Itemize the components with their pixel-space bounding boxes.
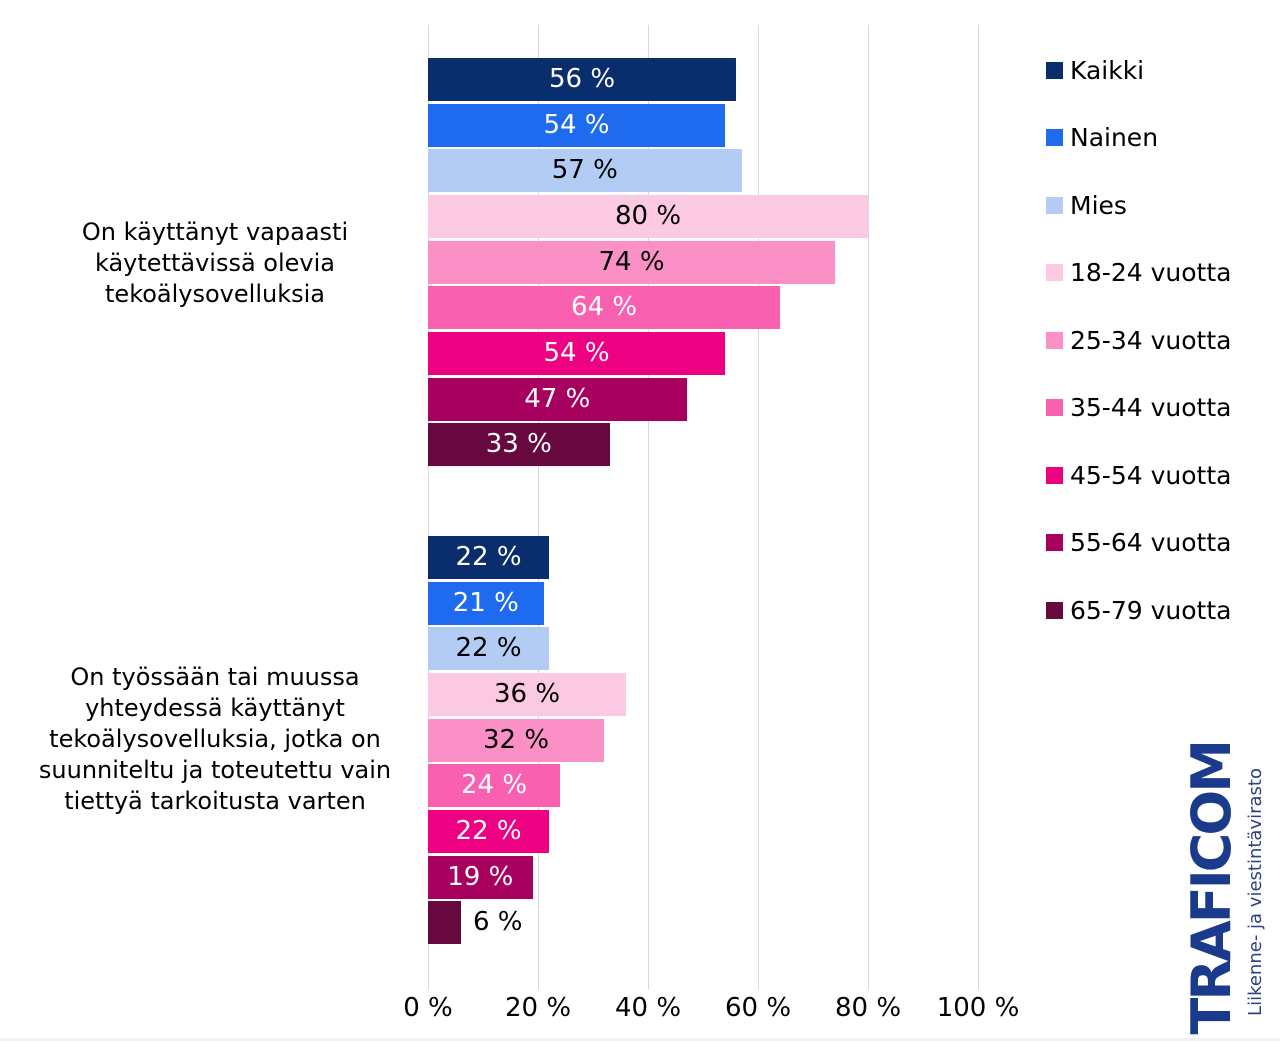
legend: Kaikki Nainen Mies 18-24 vuotta 25-34 vuotta… bbox=[1046, 0, 1266, 700]
plot-area: 56 % 22 % 54 % 21 % 57 % 22 % 80 % 36 % 74 % 32 %… bbox=[428, 25, 980, 990]
bar-value-label: 6 % bbox=[473, 907, 523, 938]
bar: 36 % bbox=[428, 672, 626, 716]
bar-value-label: 22 % bbox=[455, 542, 522, 572]
legend-swatch bbox=[1046, 61, 1063, 79]
category-label-2: On työssään tai muussa yhteydessä käyttä… bbox=[38, 663, 392, 815]
legend-swatch bbox=[1046, 601, 1063, 619]
bar: 54 % bbox=[428, 103, 725, 147]
bar-value-label: 21 % bbox=[452, 587, 519, 618]
legend-item: Mies bbox=[1046, 190, 1127, 220]
bar: 57 % bbox=[428, 149, 742, 193]
bar-value-label: 24 % bbox=[460, 770, 528, 801]
traficom-logo: TRAFICOM Liikenne- ja viestintävirasto bbox=[1180, 742, 1266, 1034]
x-tick-label: 60 % bbox=[724, 993, 792, 1023]
bar: 24 % bbox=[428, 764, 560, 808]
bar: 22 % bbox=[428, 536, 549, 579]
bar: 54 % bbox=[428, 331, 725, 375]
gridline bbox=[428, 25, 429, 990]
bar: 64 % bbox=[428, 286, 780, 330]
legend-swatch bbox=[1046, 399, 1063, 416]
legend-label: 45-54 vuotta bbox=[1070, 460, 1232, 490]
legend-swatch bbox=[1046, 129, 1063, 146]
bar-value-label: 32 % bbox=[482, 724, 550, 755]
traficom-logo-subtitle: Liikenne- ja viestintävirasto bbox=[1245, 768, 1266, 1016]
legend-item: Kaikki bbox=[1046, 55, 1145, 85]
legend-swatch bbox=[1046, 331, 1063, 349]
traficom-logo-text: TRAFICOM bbox=[1180, 741, 1243, 1034]
bar-value-label: 47 % bbox=[524, 383, 591, 414]
legend-label: 55-64 vuotta bbox=[1070, 528, 1232, 557]
category-label-1: On käyttänyt vapaasti käytettävissä olev… bbox=[81, 218, 349, 308]
bar: 56 % bbox=[428, 58, 736, 101]
x-tick-label: 20 % bbox=[504, 993, 572, 1023]
gridline bbox=[538, 25, 539, 990]
legend-swatch bbox=[1046, 264, 1063, 281]
footer-divider-line bbox=[0, 1038, 1280, 1041]
bar-value-label: 64 % bbox=[570, 292, 638, 323]
legend-item: 18-24 vuotta bbox=[1046, 258, 1232, 287]
legend-swatch bbox=[1046, 534, 1063, 551]
bar-value-label: 22 % bbox=[455, 633, 522, 664]
bar-value-label: 33 % bbox=[485, 429, 552, 460]
bar: 19 % bbox=[428, 855, 533, 899]
legend-label: Nainen bbox=[1070, 123, 1159, 152]
bar: 22 % bbox=[428, 809, 549, 853]
legend-item: 55-64 vuotta bbox=[1046, 528, 1232, 557]
legend-swatch bbox=[1046, 196, 1063, 214]
bar-value-label: 19 % bbox=[447, 861, 514, 892]
x-tick-label: 100 % bbox=[936, 993, 1020, 1023]
bar: 80 % bbox=[428, 194, 868, 238]
x-tick-label: 80 % bbox=[834, 993, 902, 1023]
bar: 32 % bbox=[428, 718, 604, 762]
legend-item: 25-34 vuotta bbox=[1046, 325, 1232, 355]
bar: 22 % bbox=[428, 627, 549, 671]
bar: 74 % bbox=[428, 240, 835, 284]
bar: 21 % bbox=[428, 581, 544, 625]
legend-label: Mies bbox=[1070, 190, 1127, 220]
gridline bbox=[868, 25, 869, 990]
legend-label: 25-34 vuotta bbox=[1070, 325, 1232, 355]
bar-value-label: 57 % bbox=[551, 155, 618, 186]
bar-value-label: 56 % bbox=[548, 64, 616, 94]
bar-value-label: 80 % bbox=[614, 200, 682, 231]
bar-value-label: 74 % bbox=[598, 246, 665, 277]
gridline bbox=[648, 25, 649, 990]
legend-item: 45-54 vuotta bbox=[1046, 460, 1232, 490]
bar-value-label: 22 % bbox=[455, 815, 522, 846]
legend-label: Kaikki bbox=[1070, 55, 1145, 85]
bar: 33 % bbox=[428, 423, 610, 467]
legend-swatch bbox=[1046, 466, 1063, 484]
gridline bbox=[758, 25, 759, 990]
legend-label: 65-79 vuotta bbox=[1070, 595, 1232, 625]
x-tick-label: 40 % bbox=[614, 993, 682, 1023]
legend-label: 18-24 vuotta bbox=[1070, 258, 1232, 287]
bar-value-label: 54 % bbox=[543, 337, 610, 368]
bar-value-label: 36 % bbox=[493, 678, 561, 709]
bar: 47 % bbox=[428, 377, 687, 421]
legend-item: 65-79 vuotta bbox=[1046, 595, 1232, 625]
legend-label: 35-44 vuotta bbox=[1070, 393, 1232, 422]
x-tick-label: 0 % bbox=[403, 993, 453, 1023]
bar-value-label: 54 % bbox=[543, 109, 610, 140]
bar: 6 % bbox=[428, 901, 523, 945]
legend-item: Nainen bbox=[1046, 123, 1159, 152]
gridline bbox=[978, 25, 979, 990]
legend-item: 35-44 vuotta bbox=[1046, 393, 1232, 422]
